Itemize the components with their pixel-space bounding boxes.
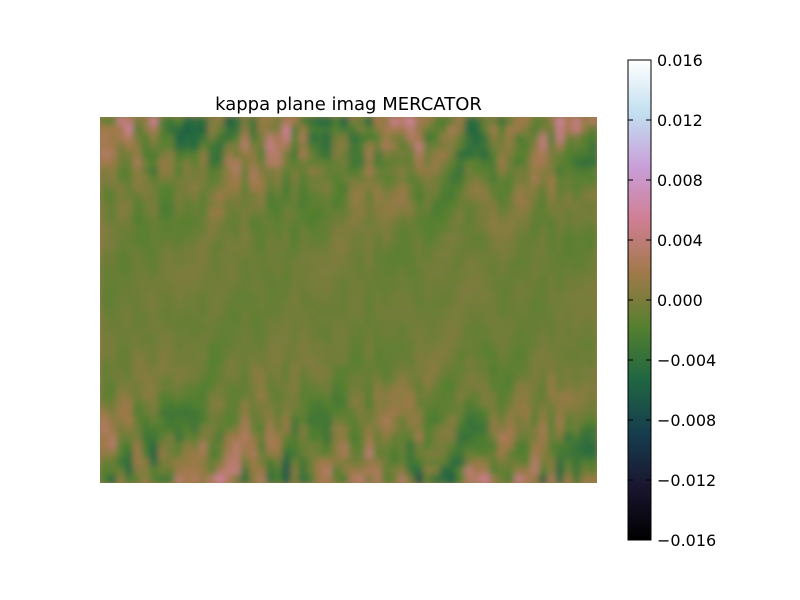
colorbar-tick-label: 0.004 [657,231,703,250]
heatmap-image [100,117,597,483]
chart-title: kappa plane imag MERCATOR [215,94,482,115]
colorbar-tick-label: 0.012 [657,111,703,130]
colorbar: 0.016 0.012 0.008 0.004 0.000 −0.004 −0.008 −0.… [627,51,716,550]
colorbar-tick-label: 0.016 [657,51,703,70]
colorbar-tick-label: 0.000 [657,291,703,310]
colorbar-tick-label: −0.016 [657,531,716,550]
colorbar-tick-label: −0.004 [657,351,716,370]
colorbar-tick-label: −0.012 [657,471,716,490]
colorbar-tick-label: −0.008 [657,411,716,430]
colorbar-gradient [628,60,651,540]
colorbar-tick-label: 0.008 [657,171,703,190]
